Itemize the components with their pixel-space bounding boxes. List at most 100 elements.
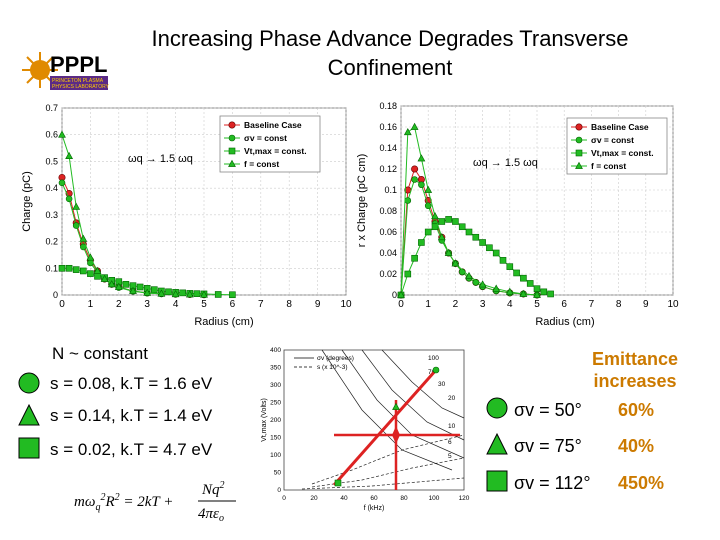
data-point	[478, 280, 487, 288]
x-tick-label: 4	[173, 299, 179, 310]
data-point	[417, 154, 426, 162]
data-point	[165, 288, 172, 296]
small-y-tick: 300	[270, 382, 281, 389]
data-point	[479, 239, 486, 246]
small-y-label: Vt,max (Volts)	[261, 398, 268, 442]
chart-legend: Baseline Case σv = const Vt,max = const. f …	[566, 117, 668, 175]
legend-marker	[228, 159, 236, 167]
data-point	[418, 181, 425, 189]
rcharge-vs-radius-chart: 0 1 2 3 4 5 6 7 8 9 10 0 0.02 0.04 0.06 0.08 0.1 0.12 0.14…	[356, 101, 679, 328]
svg-text:4πεo: 4πεo	[198, 506, 224, 524]
legend-entry: f = const	[244, 159, 279, 169]
data-point	[193, 290, 201, 297]
data-point	[445, 216, 452, 223]
data-point	[492, 284, 501, 292]
small-legend-entry: s (x 10^-3)	[317, 364, 348, 371]
sigma-75-label: σv = 75°	[514, 436, 582, 456]
data-point	[229, 291, 236, 299]
item-circle-text: s = 0.08, k.T = 1.6 eV	[50, 374, 213, 393]
data-point	[465, 228, 473, 236]
y-tick-label: 0.12	[379, 164, 397, 174]
data-point	[410, 122, 419, 130]
legend-entry: σv = const	[591, 135, 634, 145]
data-point	[114, 282, 123, 290]
sunburst-icon	[22, 52, 58, 88]
x-tick-label: 1	[425, 299, 431, 310]
y-tick-label: 0	[53, 290, 58, 300]
series-group	[58, 130, 208, 298]
green-circle-icon	[486, 397, 508, 424]
data-point	[411, 165, 419, 173]
right-legend: σv = 50° 60% σv = 75° 40% σv = 112° 450%	[486, 396, 716, 506]
charge-vs-radius-chart: 0 1 2 3 4 5 6 7 8 9 10 0 0.1 0.2 0.3 0.4 0.5 0.6 0.7 Radius…	[21, 103, 352, 328]
small-curve	[381, 349, 465, 419]
x-axis-label: Radius (cm)	[194, 316, 253, 328]
data-point	[58, 264, 66, 272]
pct-60-label: 60%	[618, 400, 655, 420]
small-x-tick: 120	[459, 495, 470, 502]
item-square-text: s = 0.02, k.T = 4.7 eV	[50, 440, 213, 459]
pct-40-label: 40%	[618, 436, 655, 456]
small-y-tick: 0	[277, 487, 281, 494]
x-tick-label: 3	[480, 299, 486, 310]
green-triangle-icon	[18, 403, 40, 431]
small-y-tick: 50	[274, 470, 282, 477]
legend-entry: Baseline Case	[244, 120, 302, 130]
x-tick-label: 10	[340, 299, 352, 310]
slide-title: Increasing Phase Advance Degrades Transv…	[151, 26, 629, 80]
data-point	[506, 263, 514, 270]
data-point	[58, 130, 66, 138]
data-point	[151, 286, 158, 293]
legend-marker	[575, 161, 583, 169]
y-tick-label: 0.06	[379, 227, 397, 237]
data-point	[185, 290, 194, 298]
small-y-tick: 100	[270, 452, 281, 459]
data-point	[452, 218, 459, 225]
x-tick-label: 9	[643, 299, 649, 310]
x-tick-label: 2	[453, 299, 459, 310]
data-point	[533, 290, 541, 298]
data-point	[404, 197, 412, 204]
data-point	[520, 274, 527, 282]
x-tick-label: 7	[258, 299, 264, 310]
small-curve-label: 100	[428, 355, 439, 362]
data-point	[72, 222, 80, 229]
x-axis-label: Radius (cm)	[535, 316, 594, 328]
data-point	[431, 212, 439, 220]
data-point	[72, 202, 81, 210]
data-point	[437, 233, 446, 241]
data-point	[404, 270, 412, 278]
data-point	[438, 218, 446, 225]
equation: mωq2R2 = 2kT + Nq2 4πεo	[74, 478, 264, 533]
sigma-50-label: σv = 50°	[514, 400, 582, 420]
data-point	[79, 234, 88, 242]
small-legend-entry: σv (degrees)	[317, 355, 354, 362]
operating-point-circle	[432, 366, 440, 374]
y-tick-label: 0.1	[384, 185, 397, 195]
x-tick-label: 9	[315, 299, 321, 310]
green-square-icon	[486, 470, 508, 497]
chart-annotation: ωq → 1.5 ωq	[473, 157, 538, 169]
x-tick-label: 2	[116, 299, 122, 310]
data-point	[519, 289, 528, 297]
small-x-tick: 0	[282, 495, 286, 502]
item-triangle-text: s = 0.14, k.T = 1.4 eV	[50, 406, 213, 425]
green-triangle-icon	[486, 432, 508, 460]
y-tick-label: 0.2	[45, 237, 58, 247]
data-point	[122, 281, 130, 288]
data-point	[418, 239, 425, 246]
data-point	[465, 271, 473, 279]
data-point	[451, 259, 460, 267]
data-point	[411, 176, 418, 183]
legend-entry: Vt,max = const.	[591, 148, 654, 158]
green-circle-icon	[18, 372, 40, 399]
operating-point-star	[392, 426, 400, 444]
data-point	[86, 253, 95, 261]
y-tick-label: 0.7	[45, 103, 58, 113]
small-x-tick: 80	[400, 495, 408, 502]
y-tick-label: 0.4	[45, 183, 58, 193]
pppl-logo: PPPL PRINCETON PLASMA PHYSICS LABORATORY	[22, 44, 112, 94]
data-point	[65, 151, 74, 159]
logo-sub-2: PHYSICS LABORATORY	[52, 84, 110, 90]
x-tick-label: 8	[286, 299, 292, 310]
